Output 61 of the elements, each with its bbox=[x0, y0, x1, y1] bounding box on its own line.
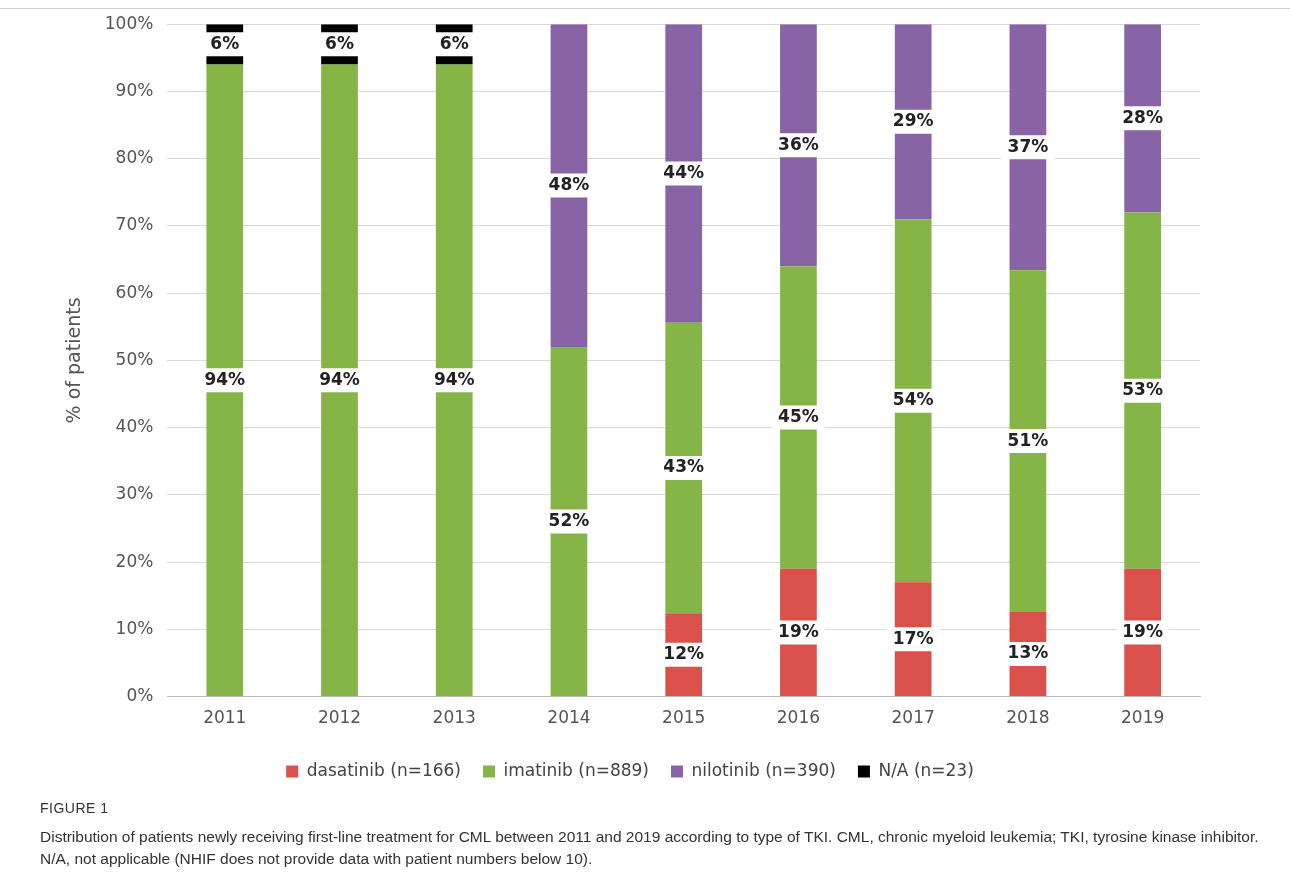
data-label: 43% bbox=[663, 456, 705, 477]
data-label: 19% bbox=[778, 620, 819, 641]
data-label: 6% bbox=[210, 32, 240, 53]
y-tick-label: 80% bbox=[115, 147, 154, 168]
data-label: 19% bbox=[1122, 620, 1163, 641]
y-tick-label: 100% bbox=[104, 12, 154, 33]
y-tick-label: 20% bbox=[115, 550, 154, 571]
data-label: 53% bbox=[1122, 379, 1163, 400]
y-tick-label: 70% bbox=[115, 214, 154, 235]
data-label: 13% bbox=[1007, 642, 1049, 663]
data-label: 52% bbox=[548, 509, 590, 530]
x-tick-label: 2014 bbox=[547, 707, 591, 728]
legend-label: N/A (n=23) bbox=[878, 759, 974, 780]
x-tick-label: 2015 bbox=[662, 707, 706, 728]
data-label: 94% bbox=[319, 368, 360, 389]
bar bbox=[1124, 212, 1161, 569]
y-tick-label: 40% bbox=[115, 416, 154, 437]
data-label: 54% bbox=[892, 389, 934, 410]
bar bbox=[550, 346, 588, 697]
y-tick-label: 90% bbox=[115, 79, 154, 100]
bar bbox=[894, 219, 932, 583]
legend-label: dasatinib (n=166) bbox=[306, 759, 461, 780]
data-label: 17% bbox=[892, 627, 934, 648]
legend-label: imatinib (n=889) bbox=[503, 759, 649, 780]
x-tick-label: 2011 bbox=[203, 707, 247, 728]
data-label: 28% bbox=[1122, 106, 1163, 127]
legend-label: nilotinib (n=390) bbox=[691, 759, 836, 780]
bar bbox=[780, 24, 817, 267]
data-label: 48% bbox=[548, 174, 590, 194]
bar bbox=[206, 64, 244, 697]
bar bbox=[665, 24, 703, 323]
x-tick-label: 2013 bbox=[432, 707, 476, 728]
y-tick-label: 50% bbox=[115, 348, 154, 369]
x-tick-label: 2012 bbox=[317, 707, 362, 728]
y-tick-label: 60% bbox=[115, 281, 154, 302]
data-label: 94% bbox=[204, 368, 246, 389]
x-tick-label: 2016 bbox=[776, 707, 821, 728]
x-tick-label: 2019 bbox=[1121, 707, 1165, 728]
bar bbox=[321, 64, 358, 697]
data-label: 94% bbox=[433, 368, 475, 389]
bar bbox=[435, 64, 473, 697]
y-axis-title: % of patients bbox=[62, 297, 85, 424]
data-label: 12% bbox=[663, 643, 705, 664]
data-label: 45% bbox=[778, 405, 819, 426]
data-label: 51% bbox=[1007, 429, 1049, 450]
x-tick-label: 2018 bbox=[1006, 707, 1050, 728]
caption: FIGURE 1 bbox=[40, 800, 110, 816]
data-label: 44% bbox=[663, 161, 705, 182]
y-tick-label: 0% bbox=[126, 685, 154, 706]
data-label: 6% bbox=[439, 32, 469, 53]
data-label: 37% bbox=[1007, 135, 1049, 156]
x-tick-label: 2017 bbox=[891, 707, 935, 728]
y-tick-label: 30% bbox=[115, 483, 154, 504]
data-label: 29% bbox=[892, 110, 934, 131]
bar bbox=[550, 24, 588, 347]
y-tick-label: 10% bbox=[115, 617, 154, 638]
data-label: 6% bbox=[325, 32, 354, 53]
bar bbox=[665, 322, 703, 614]
text: Distribution of patients newly receiving first-line treatment for CML between 2011 and 2019 according to type of TKI. CML, chronic myeloid leukemia; TKI, tyrosine kinase inhibitor. N/A, not applicable (NHIF does not provide data with patient numbers below 10). bbox=[40, 827, 1260, 869]
bar bbox=[1009, 270, 1047, 612]
data-label: 36% bbox=[778, 133, 819, 154]
